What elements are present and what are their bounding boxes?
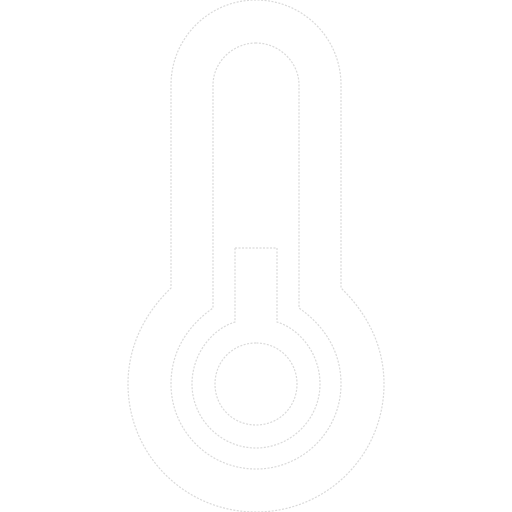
thermometer-outer-shell [127, 0, 385, 512]
thermometer-mercury-ring [191, 247, 321, 449]
